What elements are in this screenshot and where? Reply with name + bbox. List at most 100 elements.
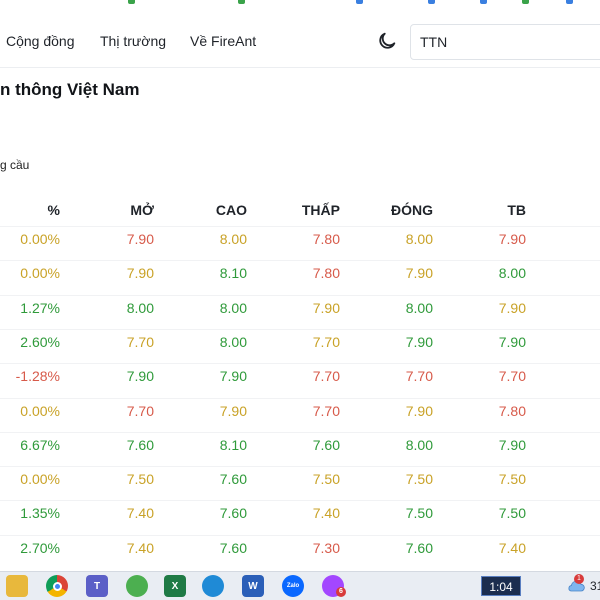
row-divider <box>0 534 600 536</box>
table-cell: 7.70 <box>312 368 340 385</box>
column-header[interactable]: THẤP <box>301 202 340 218</box>
table-cell: 7.60 <box>312 436 340 453</box>
table-cell: 7.50 <box>405 471 433 488</box>
table-cell: 7.50 <box>312 471 340 488</box>
table-cell: 7.80 <box>498 402 526 419</box>
table-cell: 7.90 <box>498 231 526 247</box>
chrome-icon[interactable] <box>46 575 68 597</box>
column-header[interactable]: TB <box>507 202 526 218</box>
section-subtitle: g cầu <box>0 158 30 172</box>
table-cell: 7.90 <box>126 265 154 282</box>
table-cell: 7.90 <box>498 436 526 453</box>
column-header[interactable]: ĐÓNG <box>391 202 433 218</box>
table-cell: 8.00 <box>405 231 433 247</box>
taskbar-clock[interactable]: 1:04 <box>481 576 521 596</box>
page-title: n thông Việt Nam <box>0 80 140 99</box>
table-cell: 8.10 <box>219 265 247 282</box>
table-cell: 8.00 <box>405 436 433 453</box>
table-cell: 7.50 <box>498 505 526 522</box>
table-cell: 7.40 <box>126 505 154 522</box>
table-cell: 7.50 <box>498 471 526 488</box>
row-divider <box>0 466 600 468</box>
table-cell: 0.00% <box>20 471 60 488</box>
table-cell: 7.70 <box>405 368 433 385</box>
row-divider <box>0 397 600 399</box>
table-cell: 7.90 <box>405 333 433 350</box>
table-cell: 8.00 <box>498 265 526 282</box>
table-cell: 1.27% <box>20 299 60 316</box>
excel-icon[interactable]: X <box>164 575 186 597</box>
zalo-icon[interactable]: Zalo <box>282 575 304 597</box>
table-cell: 6.67% <box>20 436 60 453</box>
row-divider <box>0 294 600 296</box>
table-cell: 8.00 <box>219 333 247 350</box>
teams-icon[interactable]: T <box>86 575 108 597</box>
search-input[interactable] <box>410 24 600 60</box>
nav-link-about[interactable]: Về FireAnt <box>190 33 257 49</box>
table-cell: 7.70 <box>312 333 340 350</box>
table-cell: 7.90 <box>219 368 247 385</box>
row-divider <box>0 500 600 502</box>
table-cell: 7.90 <box>219 402 247 419</box>
table-cell: 7.70 <box>126 402 154 419</box>
messenger-notification-badge: 6 <box>336 587 346 597</box>
column-header[interactable]: CAO <box>215 202 247 218</box>
row-divider <box>0 431 600 433</box>
table-cell: 7.90 <box>498 299 526 316</box>
table-cell: 7.60 <box>219 539 247 556</box>
table-cell: 8.10 <box>219 436 247 453</box>
row-divider <box>0 260 600 262</box>
bookmark-marker <box>238 0 245 4</box>
bookmark-marker <box>428 0 435 4</box>
table-cell: 7.70 <box>312 402 340 419</box>
table-cell: 7.60 <box>405 539 433 556</box>
windows-taskbar: T X W Zalo 6 1:04 1 31 <box>0 571 600 600</box>
table-cell: 7.70 <box>498 368 526 385</box>
bookmark-marker <box>356 0 363 4</box>
table-cell: 8.00 <box>219 299 247 316</box>
moon-icon[interactable] <box>376 30 398 52</box>
table-cell: 8.00 <box>405 299 433 316</box>
coc-coc-icon[interactable] <box>126 575 148 597</box>
top-navigation: Cộng đồng Thị trường Về FireAnt <box>0 6 600 68</box>
row-divider <box>0 363 600 365</box>
table-cell: 7.90 <box>126 368 154 385</box>
table-cell: 1.35% <box>20 505 60 522</box>
table-cell: 0.00% <box>20 231 60 247</box>
table-cell: 7.90 <box>126 231 154 247</box>
table-cell: -1.28% <box>15 368 60 385</box>
table-cell: 7.40 <box>126 539 154 556</box>
table-cell: 7.50 <box>126 471 154 488</box>
edge-icon[interactable] <box>202 575 224 597</box>
file-explorer-icon[interactable] <box>6 575 28 597</box>
table-cell: 7.50 <box>405 505 433 522</box>
messenger-icon[interactable]: 6 <box>322 575 346 597</box>
table-cell: 7.90 <box>312 299 340 316</box>
column-header[interactable]: % <box>47 202 60 218</box>
weather-notification-badge: 1 <box>574 574 584 584</box>
table-cell: 7.60 <box>219 505 247 522</box>
table-cell: 0.00% <box>20 265 60 282</box>
tray-text: 31 <box>590 579 600 593</box>
table-cell: 7.80 <box>312 231 340 247</box>
row-divider <box>0 226 600 227</box>
table-cell: 8.00 <box>219 231 247 247</box>
nav-link-market[interactable]: Thị trường <box>100 33 167 49</box>
table-cell: 7.70 <box>126 333 154 350</box>
word-icon[interactable]: W <box>242 575 264 597</box>
table-cell: 2.60% <box>20 333 60 350</box>
bookmark-marker <box>566 0 573 4</box>
table-cell: 7.40 <box>312 505 340 522</box>
row-divider <box>0 328 600 330</box>
table-cell: 7.60 <box>219 471 247 488</box>
table-cell: 7.40 <box>498 539 526 556</box>
column-header[interactable]: MỞ <box>130 202 154 218</box>
table-cell: 2.70% <box>20 539 60 556</box>
table-cell: 8.00 <box>126 299 154 316</box>
bookmark-marker <box>480 0 487 4</box>
bookmark-marker <box>522 0 529 4</box>
table-cell: 7.30 <box>312 539 340 556</box>
table-cell: 7.90 <box>405 265 433 282</box>
nav-link-community[interactable]: Cộng đồng <box>6 33 75 49</box>
table-cell: 7.60 <box>126 436 154 453</box>
